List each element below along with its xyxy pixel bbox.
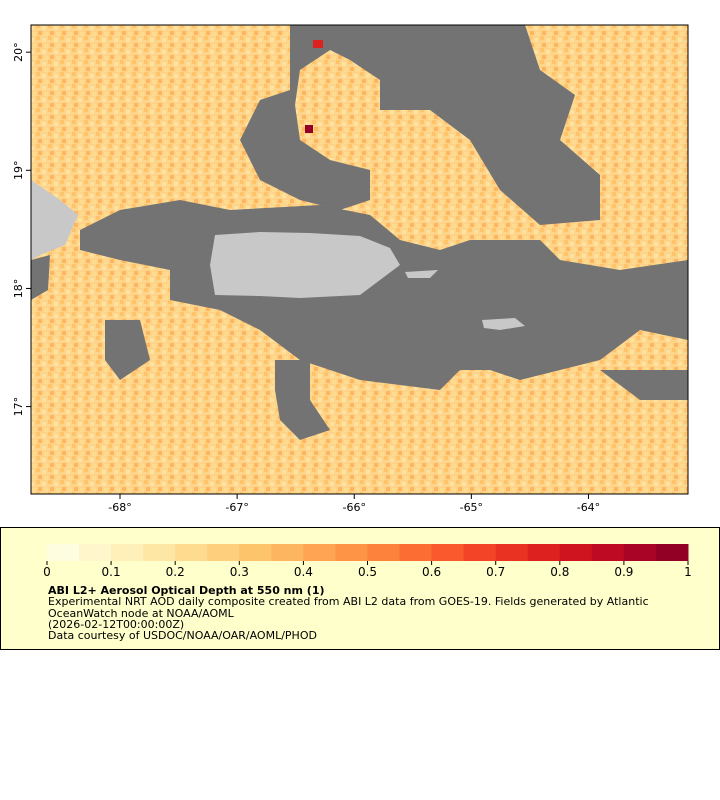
x-tick-label: -68° — [108, 501, 131, 514]
colorbar-cell — [143, 544, 176, 561]
colorbar-cell — [591, 544, 625, 561]
y-tick-label: 17° — [12, 397, 25, 417]
y-tick-label: 18° — [12, 279, 25, 299]
legend-line: (2026-02-12T00:00:00Z) — [48, 618, 184, 631]
colorbar-cell — [463, 544, 497, 561]
colorbar-cell — [207, 544, 240, 561]
colorbar-cell — [239, 544, 272, 561]
y-tick-label: 19° — [12, 161, 25, 181]
colorbar-tick-label: 0.1 — [102, 565, 121, 579]
colorbar-cell — [527, 544, 561, 561]
x-tick-label: -65° — [460, 501, 483, 514]
x-tick-label: -67° — [225, 501, 248, 514]
legend-line: OceanWatch node at NOAA/AOML — [48, 607, 235, 620]
colorbar-cell — [431, 544, 465, 561]
colorbar-tick-label: 0.9 — [614, 565, 633, 579]
x-tick-label: -66° — [342, 501, 365, 514]
legend-line: Experimental NRT AOD daily composite cre… — [48, 595, 649, 608]
legend-title: ABI L2+ Aerosol Optical Depth at 550 nm … — [48, 584, 325, 597]
colorbar-cell — [111, 544, 144, 561]
colorbar-tick-label: 0.5 — [358, 565, 377, 579]
colorbar-tick-label: 0.3 — [230, 565, 249, 579]
map-frame — [30, 24, 689, 495]
x-tick-label: -64° — [577, 501, 600, 514]
legend-line: Data courtesy of USDOC/NOAA/OAR/AOML/PHO… — [48, 629, 317, 642]
colorbar-tick-label: 0.7 — [486, 565, 505, 579]
colorbar-cell — [303, 544, 336, 561]
map-raster — [31, 25, 688, 494]
y-tick-label: 20° — [12, 42, 25, 62]
colorbar-tick-label: 0.2 — [166, 565, 185, 579]
colorbar-cell — [559, 544, 593, 561]
colorbar-cell — [495, 544, 529, 561]
colorbar-cell — [335, 544, 368, 561]
colorbar-cell — [623, 544, 657, 561]
colorbar-tick-label: 0.8 — [550, 565, 569, 579]
colorbar-tick-label: 1 — [684, 565, 692, 579]
colorbar-tick-label: 0 — [43, 565, 51, 579]
colorbar-cell — [367, 544, 401, 561]
colorbar-tick-label: 0.6 — [422, 565, 441, 579]
colorbar-cell — [47, 544, 80, 561]
colorbar-cell — [271, 544, 304, 561]
colorbar-cell — [399, 544, 433, 561]
colorbar-cell — [655, 544, 689, 561]
colorbar-tick-label: 0.4 — [294, 565, 313, 579]
colorbar-cell — [79, 544, 112, 561]
colorbar-cell — [175, 544, 208, 561]
